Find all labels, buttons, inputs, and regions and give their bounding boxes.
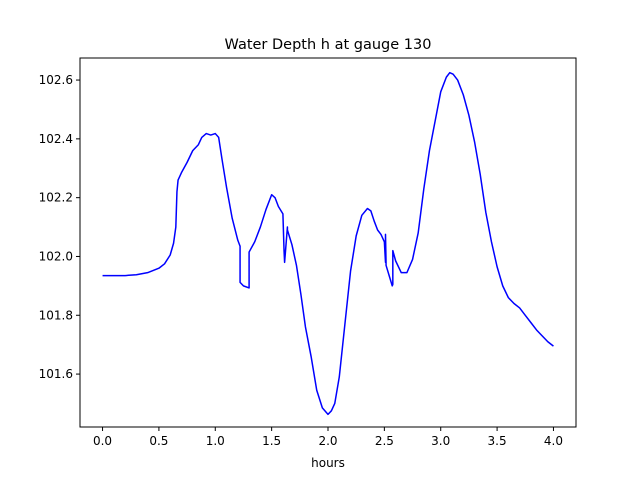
x-tick-label: 3.5 xyxy=(488,434,507,448)
x-tick-label: 4.0 xyxy=(544,434,563,448)
y-tick-label: 101.8 xyxy=(39,308,73,322)
plot-area-frame xyxy=(79,57,577,428)
x-tick-label: 2.5 xyxy=(375,434,394,448)
x-tick-label: 1.5 xyxy=(262,434,281,448)
y-tick-label: 102.4 xyxy=(39,132,73,146)
y-tick-label: 102.0 xyxy=(39,249,73,263)
plot-lines xyxy=(102,71,554,416)
x-axis-label: hours xyxy=(311,456,345,470)
x-tick-label: 0.5 xyxy=(149,434,168,448)
y-tick-label: 102.2 xyxy=(39,191,73,205)
y-tick-label: 101.6 xyxy=(39,367,73,381)
y-tick-label: 102.6 xyxy=(39,73,73,87)
axis-ticks: 0.0 0.5 1.0 1.5 2.0 2.5 3.0 3.5 4.0 101.6 101.8 102… xyxy=(39,73,563,448)
x-tick-label: 2.0 xyxy=(318,434,337,448)
x-tick-label: 0.0 xyxy=(93,434,112,448)
water-depth-line xyxy=(102,71,554,416)
chart-title: Water Depth h at gauge 130 xyxy=(225,37,432,53)
x-tick-label: 1.0 xyxy=(206,434,225,448)
x-tick-label: 3.0 xyxy=(431,434,450,448)
